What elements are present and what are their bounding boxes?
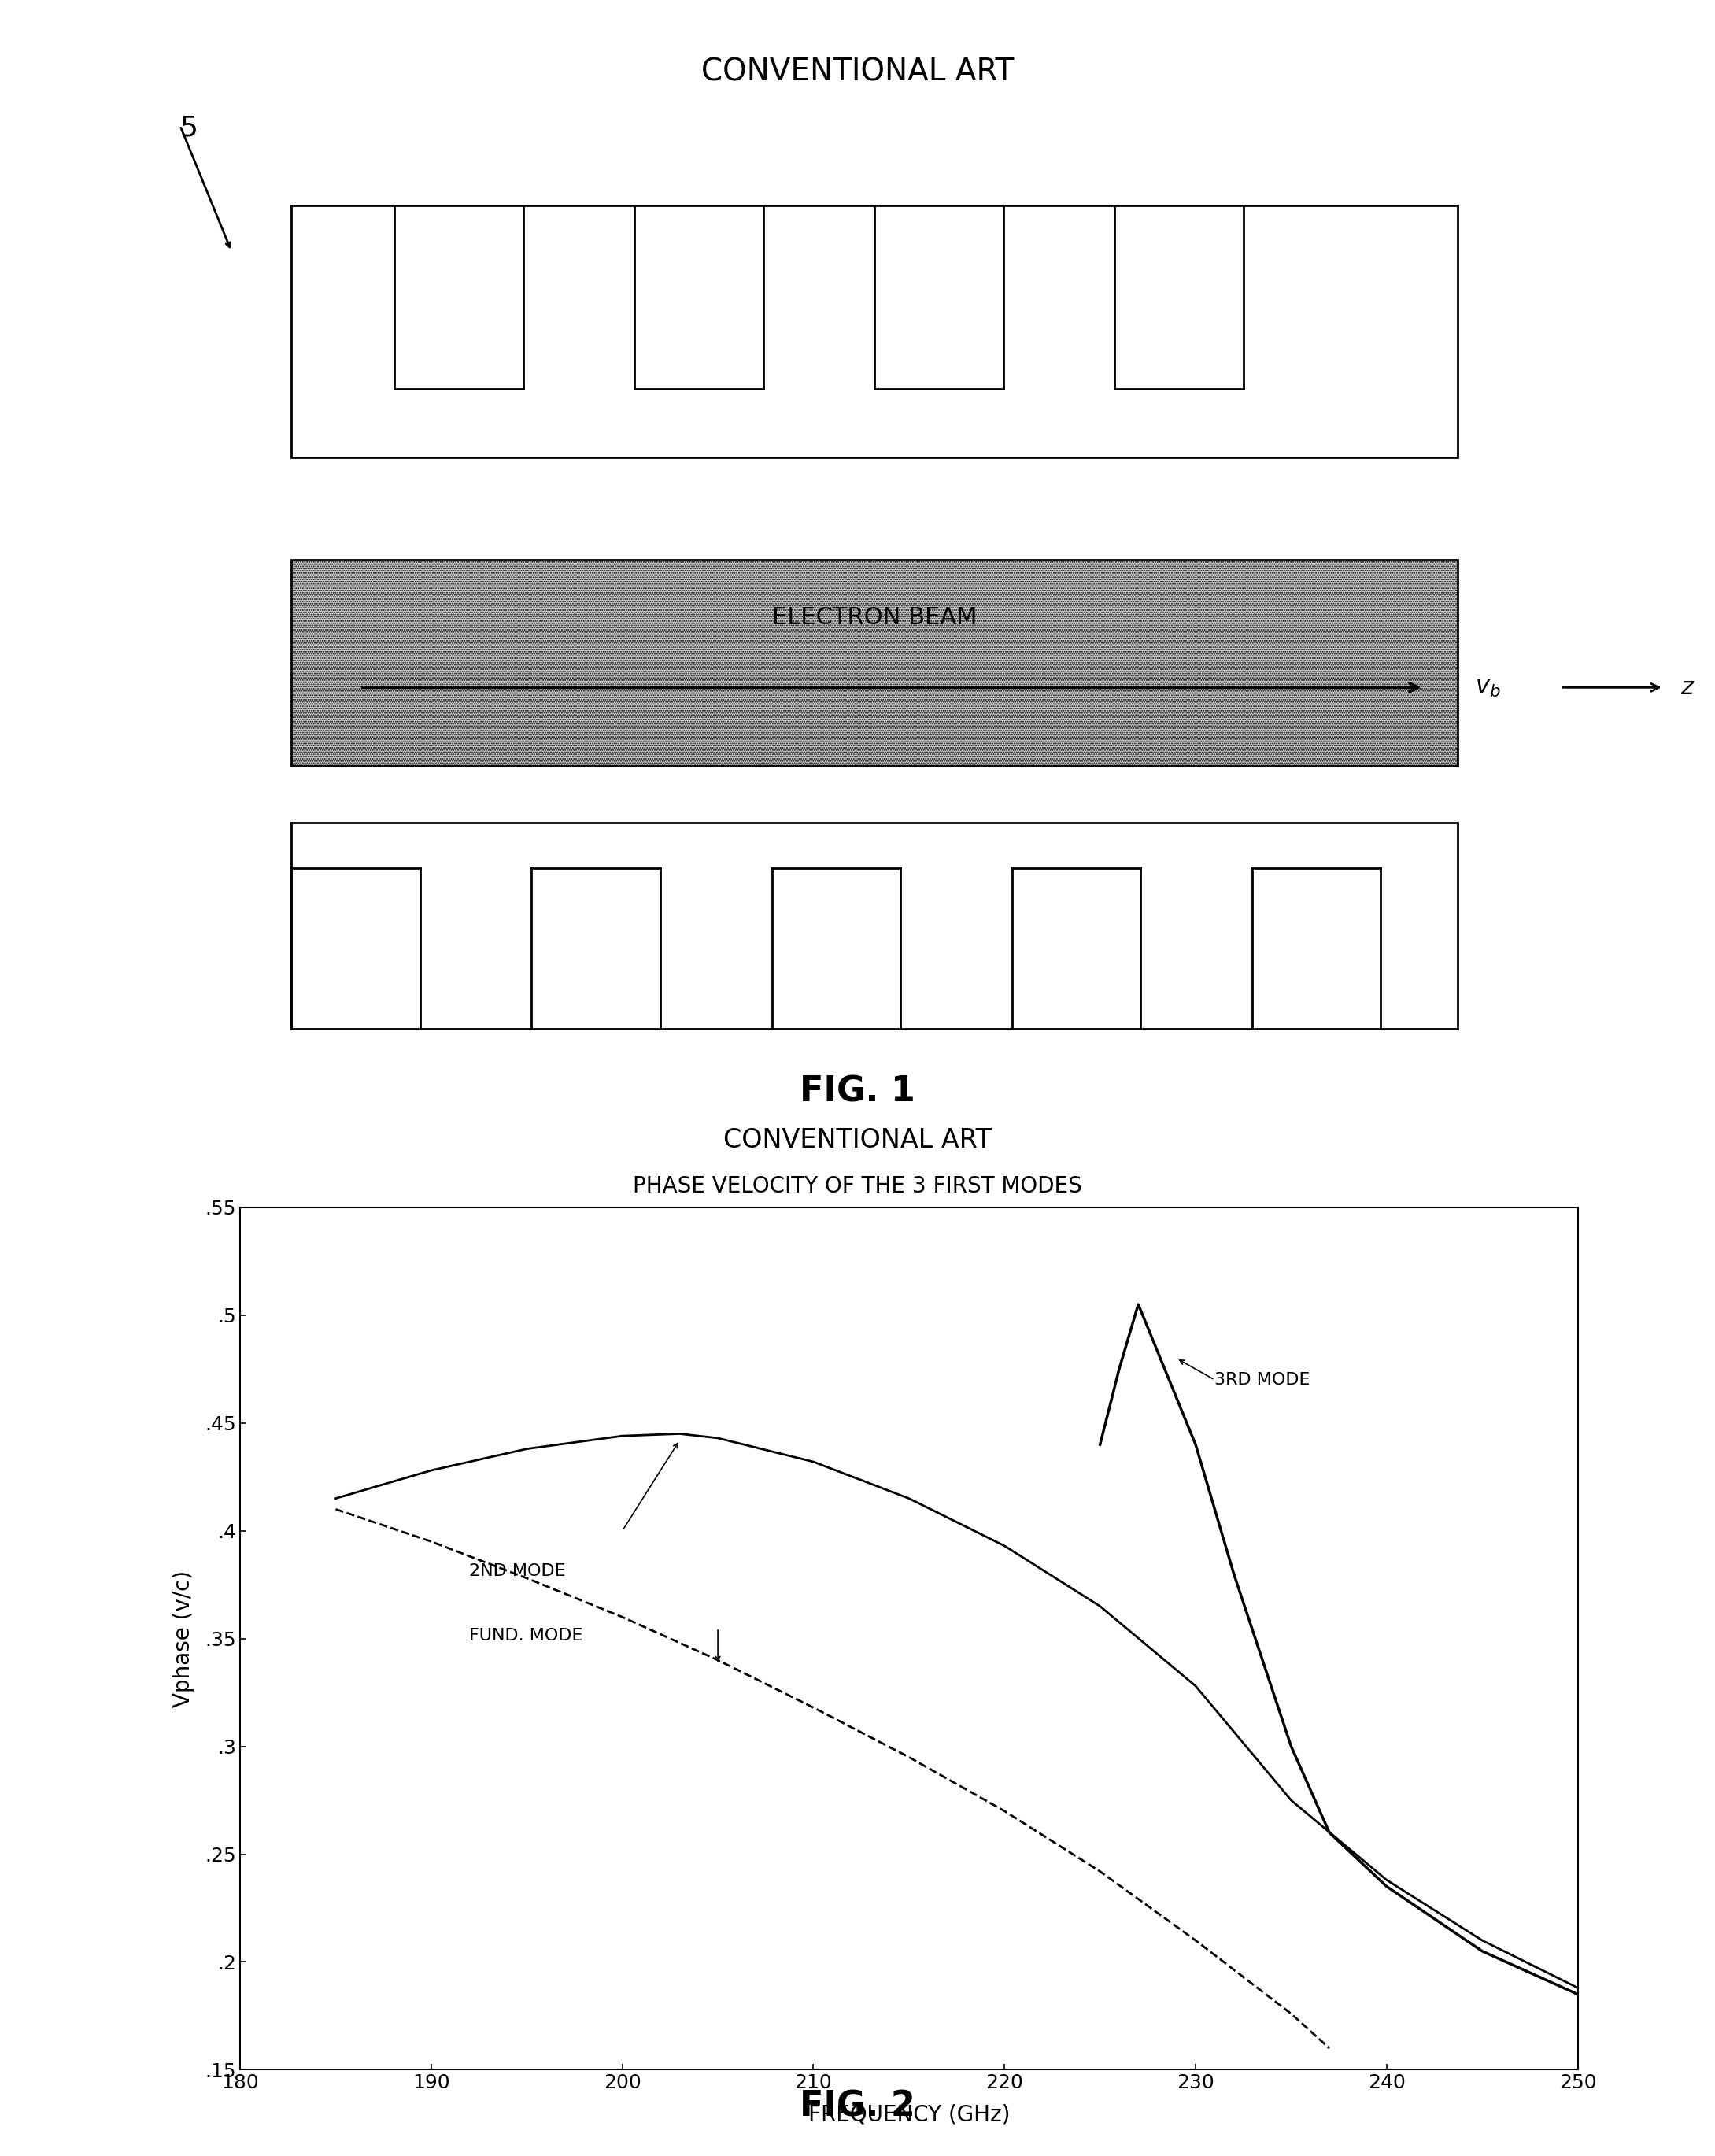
Bar — [292, 561, 1458, 765]
Text: 5: 5 — [180, 114, 197, 140]
Text: FIG. 1: FIG. 1 — [799, 1074, 916, 1108]
Bar — [292, 205, 1458, 457]
Y-axis label: Vphase (v/c): Vphase (v/c) — [172, 1570, 194, 1708]
Text: 3RD MODE: 3RD MODE — [1214, 1371, 1310, 1388]
Bar — [292, 824, 1458, 1028]
Text: FIG. 2: FIG. 2 — [799, 2089, 916, 2124]
Text: ELECTRON BEAM: ELECTRON BEAM — [772, 606, 978, 630]
X-axis label: FREQUENCY (GHz): FREQUENCY (GHz) — [808, 2104, 1010, 2126]
Text: $v_b$: $v_b$ — [1475, 677, 1501, 699]
Text: CONVENTIONAL ART: CONVENTIONAL ART — [701, 56, 1014, 86]
Text: z: z — [1681, 677, 1693, 699]
Text: PHASE VELOCITY OF THE 3 FIRST MODES: PHASE VELOCITY OF THE 3 FIRST MODES — [633, 1175, 1082, 1197]
Text: CONVENTIONAL ART: CONVENTIONAL ART — [724, 1128, 991, 1153]
Text: 2ND MODE: 2ND MODE — [470, 1563, 566, 1578]
Text: FUND. MODE: FUND. MODE — [470, 1628, 583, 1643]
